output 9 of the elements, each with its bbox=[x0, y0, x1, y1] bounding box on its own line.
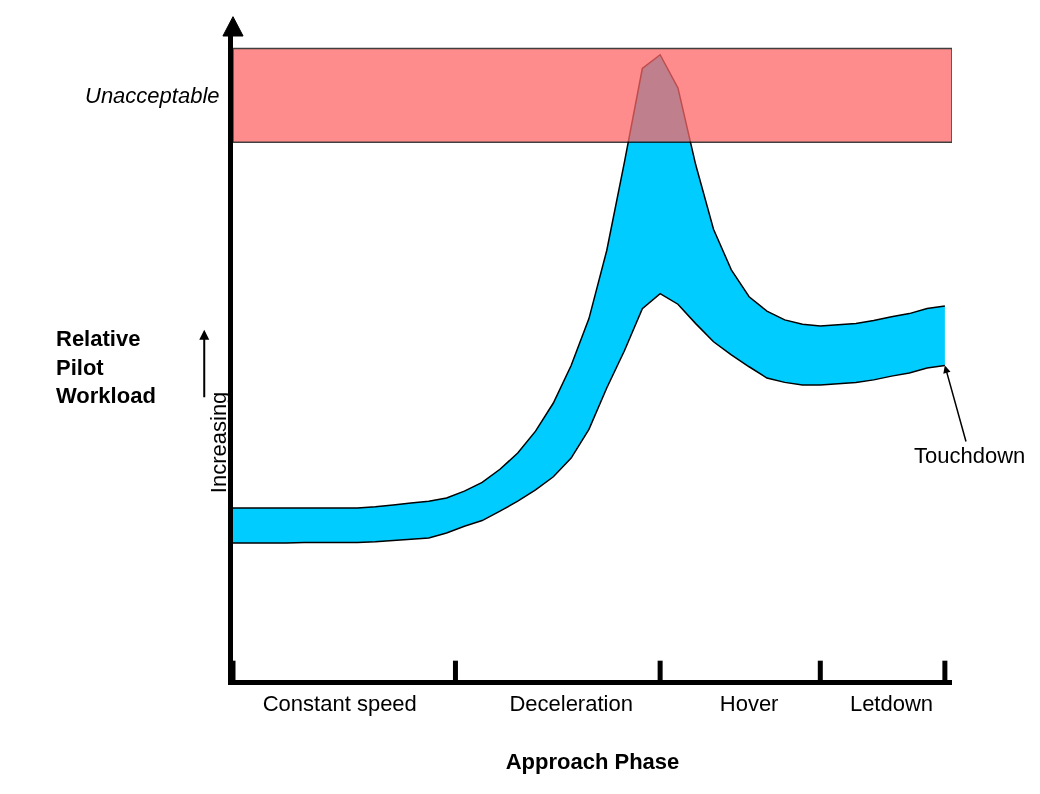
band-label: Unacceptable bbox=[85, 83, 220, 108]
annotation: Touchdown bbox=[914, 443, 1026, 468]
x-tick-label: Letdown bbox=[849, 691, 934, 717]
annotation: Increasing bbox=[206, 391, 232, 494]
y-axis-title: Relative Pilot Workload bbox=[56, 326, 156, 409]
x-tick-label: Constant speed bbox=[262, 691, 417, 717]
x-tick-label: Hover bbox=[719, 691, 779, 717]
x-axis-title: Approach Phase bbox=[505, 749, 680, 775]
x-tick-label: Deceleration bbox=[509, 691, 633, 717]
